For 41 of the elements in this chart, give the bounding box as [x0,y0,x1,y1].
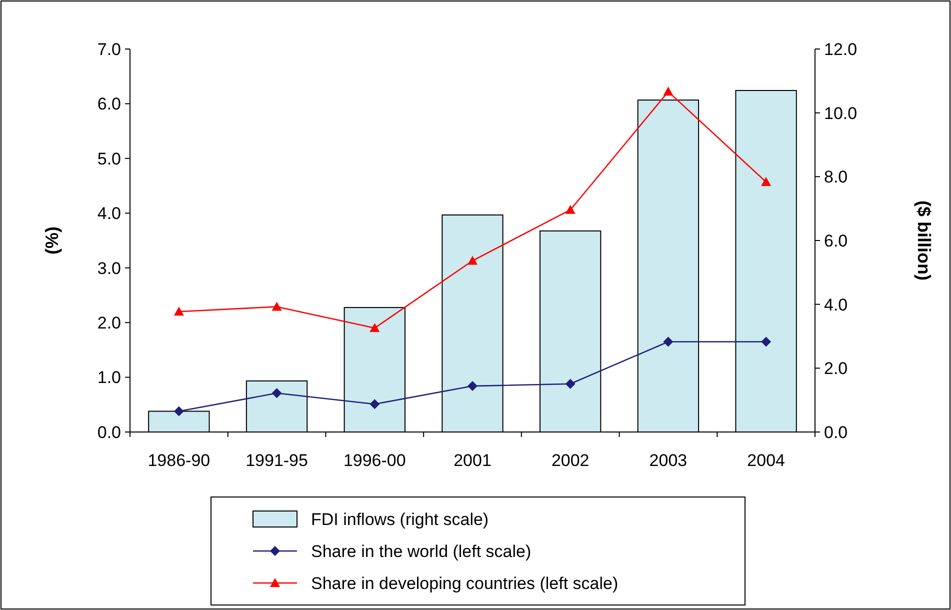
point [565,204,576,214]
x-tick-label: 2001 [454,451,492,470]
point [174,406,184,416]
point [761,176,772,186]
legend-label: Share in the world (left scale) [311,542,532,561]
y-axis-title: (%) [42,226,62,254]
point [663,336,674,347]
y2-tick-label: 10.0 [824,104,858,123]
point [272,302,282,311]
x-tick-label: 1991-95 [246,451,308,470]
y-tick-label: 3.0 [97,258,121,278]
y-tick-label: 6.0 [97,94,121,114]
y-tick-label: 0.0 [97,422,121,442]
y-tick-label: 4.0 [97,204,121,224]
y2-tick-label: 12.0 [824,40,858,59]
x-tick-label: 2003 [649,451,688,470]
y-tick-label: 5.0 [97,149,121,168]
point [761,336,772,347]
y2-tick-label: 8.0 [824,168,848,187]
y2-axis-title: ($ billion) [914,200,934,280]
point [565,378,576,389]
x-tick-label: 2004 [747,451,785,470]
y2-tick-label: 4.0 [824,295,848,314]
legend-label: Share in developing countries (left scale) [311,574,618,593]
point [468,381,478,392]
point [272,388,282,398]
point [174,306,184,316]
legend-label: FDI inflows (right scale) [311,510,489,529]
y-tick-label: 2.0 [97,314,121,333]
x-tick-label: 1996-00 [343,451,406,470]
x-tick-label: 2002 [551,451,590,470]
point [370,323,380,332]
y2-tick-label: 0.0 [824,422,848,442]
point [663,86,674,96]
point [468,256,478,265]
x-tick-label: 1986-90 [148,451,210,470]
point [370,399,380,410]
y2-tick-label: 6.0 [824,231,848,250]
y2-tick-label: 2.0 [824,359,848,378]
y-tick-label: 7.0 [97,40,121,59]
y-tick-label: 1.0 [97,368,121,388]
